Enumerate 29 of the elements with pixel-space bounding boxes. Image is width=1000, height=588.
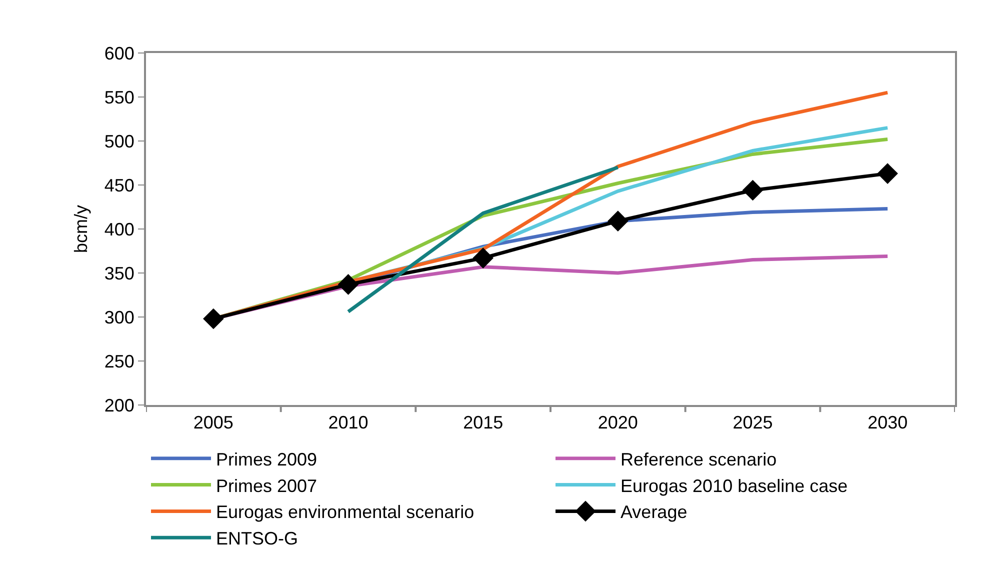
y-tick-label: 600 [104,43,134,64]
legend-label: Primes 2007 [216,476,318,496]
legend-label: Eurogas environmental scenario [216,502,474,522]
legend-label: Eurogas 2010 baseline case [620,476,848,496]
point [742,180,764,201]
y-tick-label: 350 [104,263,134,284]
point [877,163,898,184]
x-tick-label: 2010 [328,412,368,433]
y-tick-label: 250 [104,351,134,372]
legend-label: Primes 2009 [216,449,318,470]
y-axis-title: bcm/y [71,204,92,254]
legend-label: ENTSO-G [216,528,298,549]
y-tick-label: 200 [104,395,134,416]
x-tick-label: 2020 [598,412,638,433]
point [472,248,494,268]
y-tick-label: 550 [104,87,134,108]
point [608,210,628,232]
point [338,274,359,295]
y-tick-label: 400 [104,219,134,240]
x-tick-label: 2015 [463,412,504,433]
y-tick-label: 300 [104,307,134,328]
y-tick-label: 500 [104,131,134,152]
legend-label: Average [620,502,688,522]
legend-label: Reference scenario [620,449,777,470]
point [203,308,224,330]
y-tick-label: 450 [104,175,134,196]
x-tick-label: 2025 [732,412,773,433]
x-tick-label: 2030 [868,412,908,433]
x-tick-label: 2005 [193,412,234,433]
